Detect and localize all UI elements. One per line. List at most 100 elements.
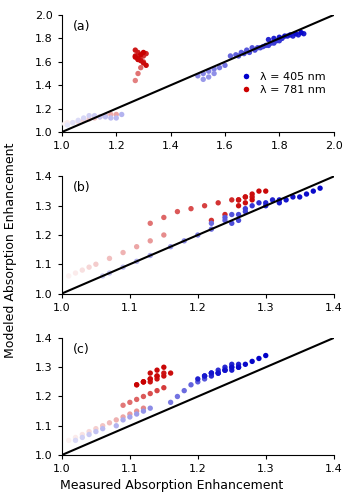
Point [132,46,138,54]
Point [134,258,139,266]
Point [274,36,279,44]
Point [243,204,248,212]
Point [141,392,146,400]
Point [148,375,153,383]
Point [168,369,173,377]
Point [298,28,304,36]
Point [120,402,126,409]
Point [195,378,201,386]
Point [243,193,248,201]
Point [229,360,235,368]
Point [135,70,141,78]
Point [208,220,214,228]
Point [277,36,282,44]
Point [154,372,160,380]
Point [148,369,153,377]
Point [249,193,255,201]
Point [215,369,221,377]
Point [317,184,323,192]
Point [266,36,271,44]
Point [161,231,166,239]
Point [168,398,173,406]
Point [138,56,143,64]
Point [297,193,302,201]
Point [236,196,241,204]
Point [182,386,187,394]
Point [66,436,72,444]
Point [195,231,201,239]
Point [208,372,214,380]
Point [154,375,160,383]
Point [243,193,248,201]
Point [182,237,187,245]
Point [222,366,228,374]
Point [134,407,139,415]
Point [236,202,241,209]
Point [108,110,114,118]
Point [138,64,143,72]
Point [114,114,119,122]
Point [141,378,146,386]
Point [79,434,85,442]
Point [138,51,143,59]
Point [271,39,277,47]
Point [135,56,141,64]
Point [201,76,206,84]
Point [79,430,85,438]
Point [103,113,108,121]
Point [161,214,166,222]
Point [222,214,228,222]
Point [81,114,86,122]
Point [229,366,235,374]
Point [195,72,201,80]
Point [107,269,112,277]
Point [222,62,228,70]
Point [100,422,105,430]
Point [132,53,138,61]
Point [243,208,248,216]
Point [229,220,235,228]
Point [188,204,194,212]
Point [243,360,248,368]
Point [288,31,293,39]
Point [236,196,241,204]
Point [134,242,139,250]
Point [256,199,262,207]
Point [161,363,166,371]
Point [70,118,76,126]
Point [260,42,266,50]
Point [143,62,149,70]
Point [148,404,153,412]
Point [154,372,160,380]
Point [132,52,138,60]
Text: (a): (a) [73,20,90,32]
Point [236,216,241,224]
Point [93,260,99,268]
Point [135,56,141,64]
Point [120,248,126,256]
Point [135,48,141,56]
Point [134,410,139,418]
Point [154,386,160,394]
Point [127,410,133,418]
Point [127,413,133,421]
Point [86,112,92,120]
Point [138,53,143,61]
Point [65,118,70,126]
Point [263,352,268,360]
Point [255,44,260,52]
Text: (b): (b) [73,181,90,194]
Point [148,252,153,260]
Point [134,381,139,389]
Point [229,210,235,218]
Point [247,48,252,56]
Point [120,416,126,424]
Point [141,52,146,60]
Point [233,51,239,59]
Point [236,360,241,368]
Point [266,42,271,50]
Point [73,436,78,444]
Point [215,366,221,374]
Point [228,52,233,60]
Point [201,70,206,78]
